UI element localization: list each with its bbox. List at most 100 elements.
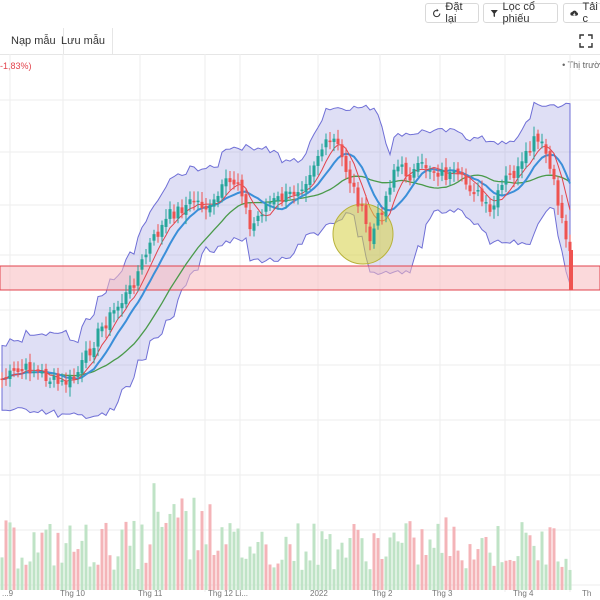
candle-body [444,167,448,180]
candle-body [4,377,8,379]
volume-bar [272,567,276,590]
volume-bar [20,557,24,590]
download-label: Tải c [582,1,598,25]
volume-bar [500,562,504,590]
candle-body [504,175,508,185]
volume-bar [536,560,540,590]
candle-body [232,179,236,185]
volume-bar [480,538,484,590]
candle-body [548,151,552,169]
volume-bar [460,560,464,590]
reset-button[interactable]: Đặt lại [425,1,479,25]
volume-bar [404,523,408,590]
candle-body [124,292,128,305]
candle-body [296,192,300,197]
volume-bar [420,529,424,590]
volume-bar [520,522,524,590]
volume-bar [68,525,72,590]
volume-bar [308,560,312,590]
volume-bar [412,537,416,590]
candle-body [140,259,144,270]
volume-bar [452,526,456,590]
candlestick-chart[interactable] [0,54,600,600]
volume-bar [144,562,148,590]
volume-bar [296,523,300,590]
volume-bar [8,522,12,590]
candle-body [192,200,196,203]
volume-bar [496,526,500,590]
candle-body [276,196,280,201]
volume-bar [464,568,468,590]
candle-body [324,139,328,148]
candle-body [160,224,164,237]
candle-body [292,191,296,195]
volume-bar [0,557,4,590]
candle-body [532,136,536,152]
candle-body [348,169,352,184]
volume-bar [112,569,116,590]
x-label: Thg 12 Li... [208,589,249,598]
candle-body [380,212,384,215]
candle-body [344,155,348,172]
candle-body [188,199,192,205]
candle-body [440,169,444,176]
candle-body [172,211,176,219]
candle-body [376,212,380,226]
candle-body [544,144,548,154]
candle-body [240,179,244,197]
volume-bar [184,511,188,590]
candle-body [48,381,52,384]
volume-bar [416,564,420,590]
volume-bar [4,520,8,590]
volume-bar [304,551,308,590]
candle-body [28,362,32,374]
download-button[interactable]: Tải c [563,1,600,25]
volume-bar [132,520,136,590]
volume-bar [56,532,60,590]
candle-body [0,378,4,381]
volume-bar [212,554,216,590]
candle-body [56,373,60,384]
volume-bar [528,535,532,590]
candle-body [180,207,184,214]
candle-body [352,182,356,187]
volume-bar [344,557,348,590]
candle-body [424,165,428,169]
candle-body [316,155,320,166]
volume-bar [564,558,568,590]
volume-bar [380,558,384,590]
volume-bar [372,533,376,590]
volume-bar [280,559,284,590]
candle-body [8,370,12,379]
load-template-tab[interactable]: Nạp mẫu [4,28,64,54]
candle-body [220,184,224,198]
reset-icon [433,8,441,17]
volume-bar [108,555,112,590]
candle-body [84,350,88,363]
support-zone [0,265,600,291]
candle-body [540,141,544,144]
candle-body [340,144,344,158]
candle-body [364,204,368,225]
candle-body [488,204,492,212]
volume-bar [124,521,128,590]
candle-body [332,138,336,143]
candle-body [392,169,396,188]
candle-body [248,209,252,230]
candle-body [108,312,112,330]
volume-bar [140,524,144,590]
candle-body [212,199,216,207]
expand-icon[interactable] [578,33,594,49]
candle-body [452,171,456,174]
volume-bar [180,498,184,590]
filter-stocks-button[interactable]: Lọc cổ phiếu [483,1,558,25]
candle-body [500,184,504,190]
volume-bar [348,538,352,590]
candle-body [508,173,512,175]
save-template-tab[interactable]: Lưu mẫu [54,28,114,54]
candle-body [116,306,120,311]
candle-body [320,149,324,157]
candle-body [32,371,36,374]
volume-bar [240,557,244,590]
volume-bar [472,559,476,590]
